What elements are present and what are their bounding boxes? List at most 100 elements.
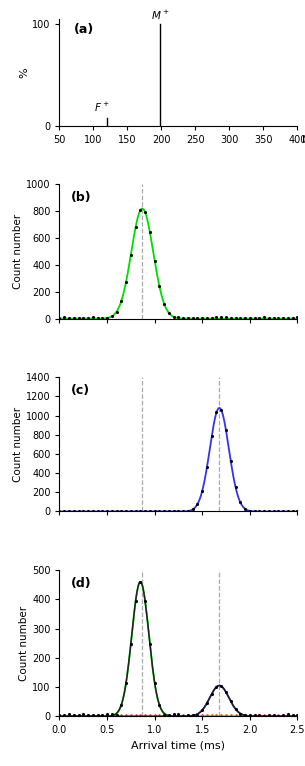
Point — [190, 709, 195, 721]
Point — [285, 505, 290, 517]
Point — [81, 312, 86, 324]
Point — [228, 696, 233, 708]
Point — [119, 295, 124, 307]
Point — [128, 637, 133, 650]
Point — [276, 709, 281, 722]
Point — [124, 505, 128, 517]
Point — [133, 595, 138, 607]
Point — [290, 312, 295, 324]
Point — [152, 254, 157, 267]
Point — [214, 407, 219, 419]
Point — [57, 505, 62, 517]
Point — [138, 204, 143, 216]
Point — [167, 307, 171, 319]
Point — [257, 505, 262, 517]
Point — [176, 311, 181, 323]
Point — [128, 249, 133, 261]
Point — [214, 681, 219, 693]
Point — [247, 709, 252, 721]
Point — [138, 505, 143, 517]
Point — [195, 498, 200, 510]
Point — [171, 708, 176, 720]
Point — [290, 709, 295, 721]
Point — [90, 709, 95, 722]
Point — [76, 709, 81, 721]
Point — [290, 709, 295, 722]
Point — [205, 461, 210, 473]
Point — [262, 709, 267, 721]
Point — [200, 704, 205, 716]
Point — [214, 709, 219, 721]
Point — [205, 697, 210, 709]
Point — [205, 312, 210, 324]
Point — [100, 709, 105, 721]
Point — [138, 576, 143, 588]
Point — [157, 709, 162, 721]
Point — [209, 709, 214, 721]
Point — [114, 709, 119, 721]
X-axis label: Arrival time (ms): Arrival time (ms) — [131, 741, 225, 751]
Point — [62, 311, 67, 323]
Point — [238, 496, 243, 509]
Point — [109, 709, 114, 721]
Point — [219, 404, 224, 416]
Point — [224, 709, 228, 721]
Point — [86, 505, 91, 517]
Point — [157, 505, 162, 517]
Point — [185, 709, 190, 721]
Point — [171, 709, 176, 721]
Point — [228, 455, 233, 467]
Point — [171, 311, 176, 323]
Text: $M^+$: $M^+$ — [151, 9, 169, 22]
Point — [162, 709, 167, 722]
Point — [290, 505, 295, 517]
Point — [95, 709, 100, 722]
Point — [252, 709, 257, 721]
Point — [219, 680, 224, 692]
Point — [100, 709, 105, 722]
Point — [219, 311, 224, 323]
Point — [57, 709, 62, 721]
Point — [190, 312, 195, 324]
Point — [233, 481, 238, 493]
Point — [152, 505, 157, 517]
Point — [167, 709, 171, 721]
Point — [171, 505, 176, 517]
Point — [257, 312, 262, 324]
Point — [66, 709, 71, 721]
Point — [71, 709, 76, 722]
Point — [95, 505, 100, 517]
Point — [162, 709, 167, 721]
Point — [109, 708, 114, 720]
Point — [143, 709, 148, 721]
Y-axis label: Count number: Count number — [13, 407, 23, 482]
Point — [247, 709, 252, 721]
Point — [133, 709, 138, 721]
Point — [242, 709, 247, 721]
Point — [252, 505, 257, 517]
Point — [71, 709, 76, 721]
Point — [143, 595, 148, 607]
Point — [66, 708, 71, 720]
Point — [100, 312, 105, 324]
Y-axis label: %: % — [19, 67, 29, 78]
Point — [271, 312, 276, 324]
Point — [238, 709, 243, 721]
Point — [257, 709, 262, 722]
Point — [138, 709, 143, 721]
Point — [95, 312, 100, 324]
Point — [176, 709, 181, 721]
Point — [281, 709, 285, 721]
Point — [128, 505, 133, 517]
Point — [90, 311, 95, 323]
Point — [181, 312, 186, 324]
Point — [105, 709, 109, 721]
Point — [252, 709, 257, 722]
Point — [276, 709, 281, 721]
Text: (d): (d) — [71, 578, 92, 591]
Point — [281, 312, 285, 324]
Point — [228, 312, 233, 324]
Point — [157, 699, 162, 711]
Point — [238, 708, 243, 720]
Point — [71, 312, 76, 324]
